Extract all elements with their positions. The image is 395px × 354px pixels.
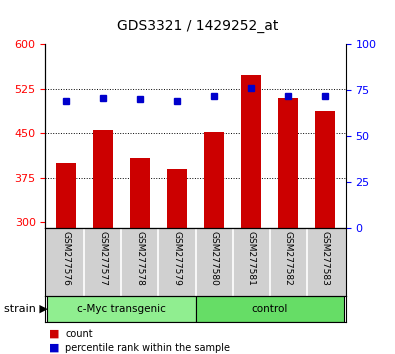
Text: GSM277581: GSM277581	[246, 231, 256, 286]
Text: GSM277577: GSM277577	[98, 231, 107, 286]
Bar	[241, 75, 261, 228]
Bar	[130, 158, 150, 228]
Text: GSM277576: GSM277576	[61, 231, 70, 286]
Text: count: count	[65, 329, 93, 339]
Text: ■: ■	[49, 343, 60, 353]
Bar	[47, 296, 196, 321]
Bar	[196, 296, 344, 321]
Text: GSM277582: GSM277582	[284, 231, 293, 286]
Text: c-Myc transgenic: c-Myc transgenic	[77, 304, 166, 314]
Text: GDS3321 / 1429252_at: GDS3321 / 1429252_at	[117, 19, 278, 34]
Text: GSM277583: GSM277583	[321, 231, 330, 286]
Text: strain ▶: strain ▶	[4, 304, 48, 314]
Text: control: control	[252, 304, 288, 314]
Bar	[56, 163, 76, 228]
Bar	[167, 169, 187, 228]
Text: percentile rank within the sample: percentile rank within the sample	[65, 343, 230, 353]
Text: ■: ■	[49, 329, 60, 339]
Text: GSM277580: GSM277580	[210, 231, 218, 286]
Bar	[93, 130, 113, 228]
Text: GSM277578: GSM277578	[135, 231, 145, 286]
Bar	[278, 98, 298, 228]
Bar	[315, 111, 335, 228]
Bar	[204, 132, 224, 228]
Text: GSM277579: GSM277579	[173, 231, 181, 286]
